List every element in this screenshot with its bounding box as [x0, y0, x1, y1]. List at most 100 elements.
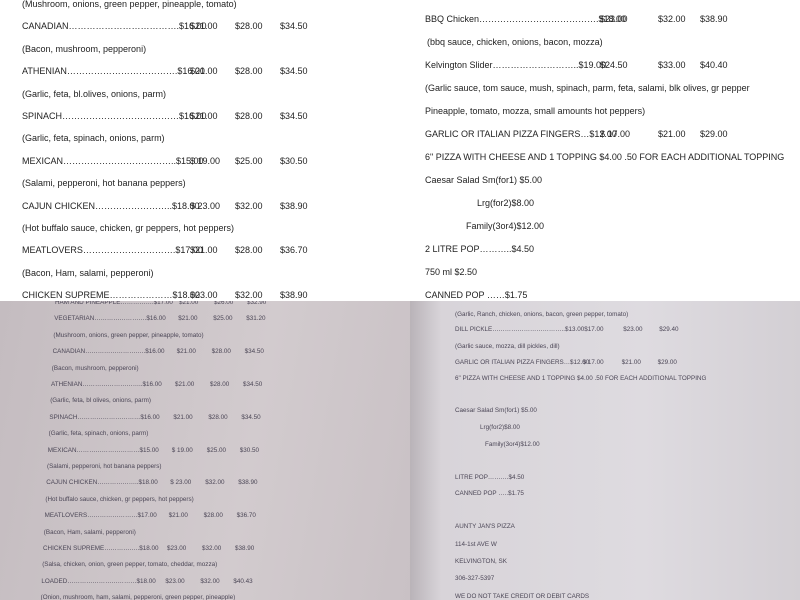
menu-text: Caesar Salad Sm(for1) $5.00	[455, 407, 537, 414]
price: $21.00	[175, 381, 195, 388]
price: $28.00	[203, 512, 223, 520]
menu-text: Pineapple, tomato, mozza, small amounts …	[425, 106, 646, 116]
menu-text: AUNTY JAN'S PIZZA	[455, 523, 515, 530]
menu-top-right: BBQ Chicken………………………………….$18.00 $23.00 $32…	[410, 0, 800, 301]
price: $17.00	[584, 326, 604, 333]
price: $34.50	[280, 21, 308, 32]
menu-item: MEXICAN…………………………$15.00	[47, 446, 159, 454]
menu-text: CANNED POP ……$1.75	[425, 290, 528, 300]
menu-item: BBQ Chicken………………………………….$18.00	[425, 14, 627, 24]
price: $21.00	[178, 315, 198, 323]
price: $36.70	[280, 245, 308, 256]
price: $30.50	[280, 155, 308, 166]
price: $ 17.00	[582, 359, 604, 366]
menu-text: (Hot buffalo sauce, chicken, gr peppers,…	[22, 223, 234, 233]
menu-text: (Garlic, feta, bl.olives, onions, parm)	[22, 88, 167, 99]
price: $40.40	[700, 60, 728, 70]
price: $38.90	[238, 479, 258, 487]
price: $25.00	[213, 315, 233, 323]
menu-text: (bbq sauce, chicken, onions, bacon, mozz…	[427, 37, 603, 47]
price: $21.00	[190, 21, 218, 32]
menu-text: 2 LITRE POP………..$4.50	[425, 244, 535, 254]
menu-text: (Mushroom, onions, green pepper, pineapp…	[22, 0, 237, 9]
price: $38.90	[700, 14, 728, 24]
price: $23.00	[600, 14, 628, 24]
price: $28.00	[235, 245, 263, 256]
price: $28.00	[211, 348, 231, 356]
menu-text: WE DO NOT TAKE CREDIT OR DEBIT CARDS	[455, 593, 590, 600]
menu-text: (Bacon, mushroom, pepperoni)	[51, 364, 139, 372]
price: $34.50	[280, 111, 308, 121]
price: $21.00	[190, 66, 218, 77]
price: $28.00	[208, 413, 228, 421]
menu-text: (Salami, pepperoni, hot banana peppers)	[47, 463, 162, 470]
price: $21.00	[190, 111, 218, 121]
price: $28.00	[235, 21, 263, 32]
menu-item: CANADIAN………………………..$16.00	[52, 348, 165, 356]
menu-text: LITRE POP……….$4.50	[455, 474, 525, 481]
menu-text: (Garlic, Ranch, chicken, onions, bacon, …	[455, 311, 629, 318]
price: $21.00	[190, 245, 218, 256]
price: $38.90	[235, 545, 255, 552]
menu-text: (Garlic, feta, spinach, onions, parm)	[22, 133, 165, 144]
menu-text: (Salsa, chicken, onion, green pepper, to…	[42, 561, 218, 569]
menu-text: (Hot buffalo sauce, chicken, gr peppers,…	[45, 495, 194, 503]
price: $26.00	[214, 301, 234, 306]
price: $23.00	[165, 577, 185, 585]
price: $38.90	[280, 200, 308, 211]
menu-text: Family(3or4)$12.00	[485, 441, 540, 448]
menu-text: KELVINGTON, SK	[455, 558, 507, 565]
menu-text: Lrg(for2)$8.00	[477, 198, 535, 208]
menu-item: CAJUN CHICKEN………………..$18.00	[46, 479, 158, 487]
menu-photo-right: (Garlic, Ranch, chicken, onions, bacon, …	[410, 301, 800, 600]
price: $32.00	[205, 479, 225, 487]
menu-text: (Bacon, Ham, salami, pepperoni)	[43, 528, 136, 536]
price: $29.00	[657, 359, 677, 366]
price: $21.00	[658, 129, 686, 139]
menu-text: Lrg(for2)$8.00	[480, 424, 520, 431]
menu-text: (Mushroom, onions, green pepper, pineapp…	[53, 331, 204, 339]
menu-photo-left: HAM AND PINEAPPLE…………….$17.00 $21.00 $26.0…	[0, 301, 410, 600]
price: $21.00	[179, 301, 199, 306]
price: $ 19.00	[190, 155, 221, 166]
menu-item: ATHENIAN………………………..$16.00	[51, 381, 162, 388]
menu-text: (Salami, pepperoni, hot banana peppers)	[22, 178, 186, 189]
price: $30.50	[239, 446, 260, 454]
price: $25.00	[235, 155, 263, 166]
price: $21.00	[176, 348, 196, 356]
menu-text: (Garlic sauce, tom sauce, mush, spinach,…	[425, 83, 750, 93]
menu-item: MEATLOVERS……………………$17.00	[44, 512, 157, 520]
price: $28.00	[235, 111, 263, 121]
menu-item: MEXICAN………………………………..$15.00	[22, 155, 204, 166]
price: $28.00	[210, 381, 230, 388]
price: $24.50	[600, 60, 628, 70]
price: $32.00	[235, 290, 263, 301]
menu-text: (Onion, mushroom, ham, salami, pepperoni…	[40, 594, 236, 600]
menu-text: 114-1st AVE W	[455, 541, 497, 548]
price: $ 23.00	[170, 479, 192, 487]
menu-item: GARLIC OR ITALIAN PIZZA FINGERS…$12.00	[425, 129, 617, 139]
menu-text: Caesar Salad Sm(for1) $5.00	[425, 175, 543, 185]
menu-item: GARLIC OR ITALIAN PIZZA FINGERS…$12.00	[455, 359, 590, 366]
price: $29.40	[659, 326, 679, 333]
price: $36.70	[236, 512, 256, 520]
price: $40.43	[233, 577, 253, 585]
price: $34.50	[244, 348, 264, 356]
price: $23.00	[190, 290, 218, 301]
price: $21.00	[621, 359, 641, 366]
menu-item: CHICKEN SUPREME…………………$18.00	[22, 290, 201, 301]
price: $32.00	[200, 577, 220, 585]
menu-item: DILL PICKLE……………………………..$13.00	[455, 326, 585, 333]
price: $34.50	[243, 381, 263, 388]
menu-top-left: (Mushroom, onions, green pepper, pineapp…	[0, 0, 410, 301]
price: $33.00	[658, 60, 686, 70]
price: $28.00	[235, 66, 263, 77]
price: $23.00	[623, 326, 643, 333]
menu-text: 6" PIZZA WITH CHEESE AND 1 TOPPING $4.00…	[455, 375, 707, 382]
menu-item: ATHENIAN……………………………….$16.00	[22, 66, 205, 77]
menu-item: VEGETARIAN…………………….$16.00	[54, 315, 166, 323]
price: $25.00	[206, 446, 227, 454]
menu-text: (Garlic, feta, spinach, onions, parm)	[48, 430, 149, 438]
price: $38.90	[280, 290, 308, 301]
